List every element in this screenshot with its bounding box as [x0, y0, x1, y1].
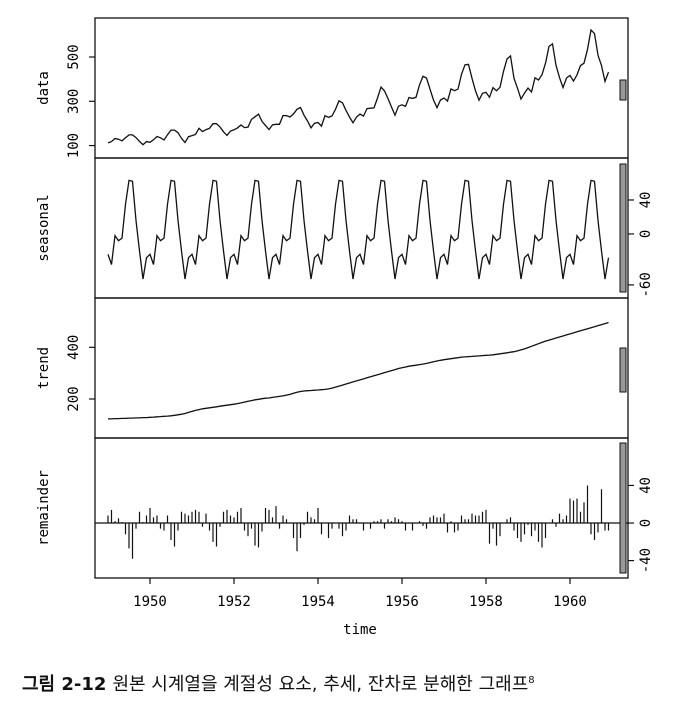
panel-ylabel: remainder [36, 470, 52, 546]
y-tick-label: 100 [66, 133, 82, 158]
scale-bar [619, 79, 627, 101]
x-axis-label: time [343, 622, 377, 638]
panel-trend: trend 200 400 [36, 297, 629, 439]
caption-footnote: 8 [528, 675, 535, 686]
panels-layer: data100300500seasonal-60040trend200400re… [36, 17, 654, 579]
y-tick-label: 300 [66, 89, 82, 114]
y-tick-label: 500 [66, 44, 82, 69]
panel-remainder: remainder -40 0 40 [36, 437, 654, 579]
panel-frame [94, 437, 629, 579]
series-line-data [107, 28, 610, 146]
x-tick-label: 1958 [469, 594, 503, 610]
figure-caption: 그림 2-12 원본 시계열을 계절성 요소, 추세, 잔차로 분해한 그래프8 [22, 670, 682, 696]
x-tick-label: 1956 [385, 594, 419, 610]
scale-bar [619, 347, 627, 393]
x-tick-label: 1960 [553, 594, 587, 610]
y-tick-label: 40 [638, 192, 654, 209]
y-tick-label: 0 [638, 519, 654, 527]
panel-data: data 100 300 500 [36, 17, 629, 159]
caption-text: 원본 시계열을 계절성 요소, 추세, 잔차로 분해한 그래프 [112, 674, 529, 695]
decomposition-figure: data 100 300 500 seasonal -60 0 40 trend 200 400 re… [36, 17, 654, 638]
panel-frame [94, 17, 629, 159]
y-tick-label: 0 [638, 230, 654, 238]
x-tick-label: 1952 [217, 594, 251, 610]
panel-ylabel: seasonal [36, 194, 52, 261]
x-tick-label: 1954 [301, 594, 335, 610]
panel-ylabel: trend [36, 347, 52, 389]
panel-seasonal: seasonal -60 0 40 [36, 157, 654, 299]
scale-bar [619, 442, 627, 574]
series-line-trend [108, 321, 609, 420]
decomposition-chart: data100300500seasonal-60040trend200400re… [36, 17, 654, 638]
panel-frame [94, 297, 629, 439]
panel-frame [94, 157, 629, 299]
y-tick-label: 40 [638, 477, 654, 494]
series-line-seasonal [107, 179, 610, 280]
y-tick-label: -60 [638, 272, 654, 297]
x-axis: 1950 1952 1954 1956 1958 1960 [133, 578, 587, 610]
y-tick-label: 400 [66, 335, 82, 360]
scale-bar [619, 163, 627, 293]
y-tick-label: -40 [638, 548, 654, 573]
caption-label: 그림 2-12 [22, 674, 107, 695]
x-tick-label: 1950 [133, 594, 167, 610]
panel-ylabel: data [36, 71, 52, 105]
y-tick-label: 200 [66, 386, 82, 411]
